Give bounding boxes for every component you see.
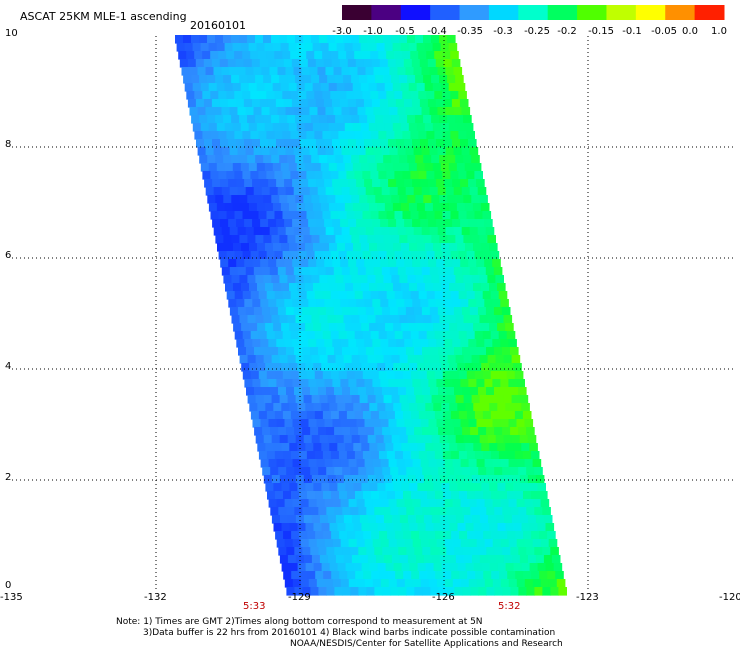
colorbar-swatch — [694, 5, 725, 20]
colorbar-swatch — [342, 5, 372, 20]
colorbar — [342, 5, 725, 20]
note-line-1: Note: 1) Times are GMT 2)Times along bot… — [116, 617, 483, 627]
lat-label: 8 — [5, 139, 12, 150]
lat-label: 4 — [5, 361, 12, 372]
colorbar-swatch — [430, 5, 461, 20]
lon-label: -129 — [288, 592, 311, 603]
lat-label: 6 — [5, 250, 12, 261]
lon-label: -126 — [432, 592, 455, 603]
colorbar-tick: -1.0 — [363, 26, 383, 37]
map-title: ASCAT 25KM MLE-1 ascending — [20, 10, 187, 23]
colorbar-tick: -0.35 — [457, 26, 483, 37]
colorbar-swatch — [547, 5, 578, 20]
lon-label: -123 — [576, 592, 599, 603]
colorbar-tick: 0.0 — [682, 26, 698, 37]
colorbar-swatch — [606, 5, 637, 20]
lat-label: 0 — [5, 580, 12, 591]
colorbar-tick: -0.25 — [524, 26, 550, 37]
time-label: 5:32 — [498, 601, 521, 612]
colorbar-swatch — [488, 5, 519, 20]
lat-lon-grid — [12, 36, 736, 590]
colorbar-tick: -0.05 — [651, 26, 677, 37]
note-line-3: NOAA/NESDIS/Center for Satellite Applica… — [290, 639, 563, 649]
map-date: 20160101 — [190, 19, 246, 32]
colorbar-swatch — [518, 5, 549, 20]
lon-label: -132 — [144, 592, 167, 603]
colorbar-swatch — [459, 5, 490, 20]
colorbar-tick: -0.4 — [427, 26, 447, 37]
time-label: 5:33 — [243, 601, 266, 612]
lon-label: -120 — [719, 592, 740, 603]
colorbar-tick: -0.15 — [588, 26, 614, 37]
lon-label: -135 — [0, 592, 23, 603]
lat-label: 10 — [5, 28, 18, 39]
colorbar-tick: 1.0 — [711, 26, 727, 37]
colorbar-tick: -0.3 — [493, 26, 513, 37]
lat-label: 2 — [5, 472, 12, 483]
colorbar-swatch — [371, 5, 402, 20]
note-line-2: 3)Data buffer is 22 hrs from 20160101 4)… — [143, 628, 556, 638]
colorbar-swatch — [400, 5, 431, 20]
colorbar-tick: -3.0 — [332, 26, 352, 37]
colorbar-tick: -0.1 — [622, 26, 642, 37]
scatterometer-swath — [175, 35, 567, 596]
colorbar-swatch — [635, 5, 666, 20]
colorbar-tick: -0.2 — [557, 26, 577, 37]
colorbar-swatch — [665, 5, 696, 20]
colorbar-tick: -0.5 — [395, 26, 415, 37]
colorbar-swatch — [577, 5, 607, 20]
